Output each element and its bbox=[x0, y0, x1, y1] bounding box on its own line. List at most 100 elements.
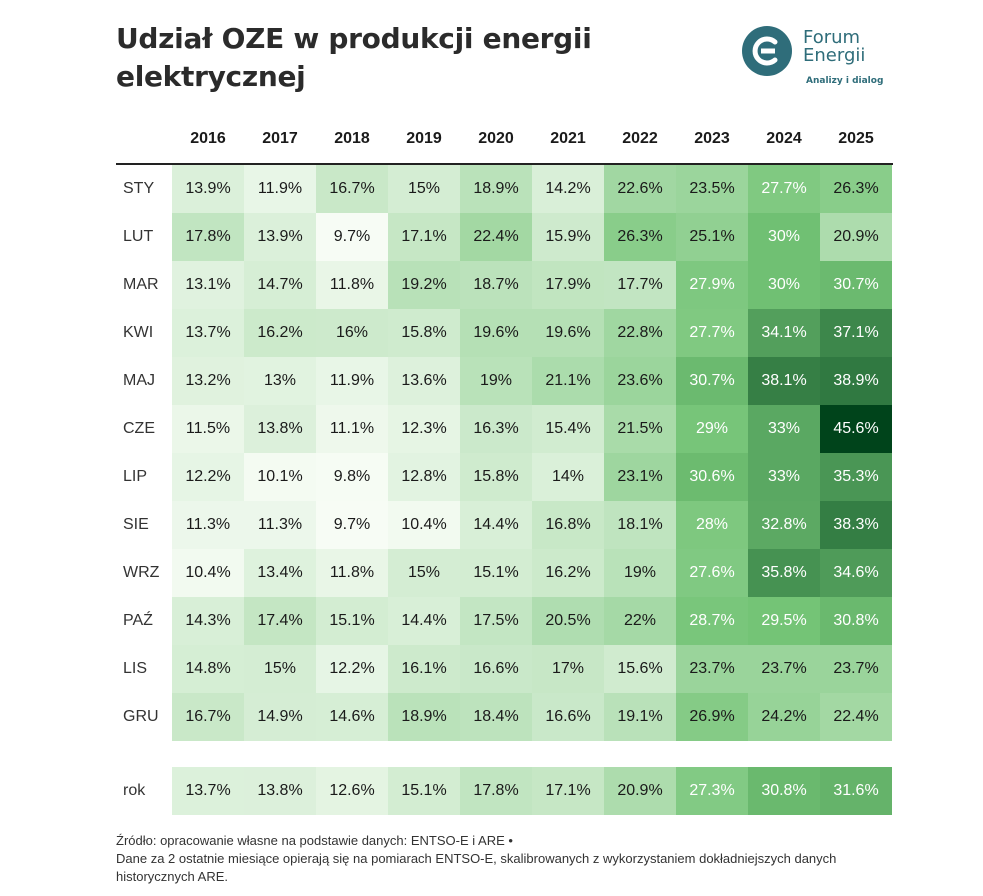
heatmap-cell: 13.4% bbox=[244, 549, 316, 597]
year-label: 2024 bbox=[766, 130, 802, 147]
heatmap-cell: 10.4% bbox=[172, 549, 244, 597]
heatmap-cell: 38.3% bbox=[820, 501, 892, 549]
heatmap-cell: 16.1% bbox=[388, 645, 460, 693]
heatmap-cell: 13.8% bbox=[244, 405, 316, 453]
heatmap-cell: 45.6% bbox=[820, 405, 892, 453]
heatmap-cell: 15.4% bbox=[532, 405, 604, 453]
heatmap-cell: 21.1% bbox=[532, 357, 604, 405]
heatmap-cell: 23.5% bbox=[676, 165, 748, 213]
heatmap-cell: 10.1% bbox=[244, 453, 316, 501]
heatmap-cell: 23.7% bbox=[748, 645, 820, 693]
month-row-label: KWI bbox=[123, 324, 154, 341]
heatmap-cell: 35.8% bbox=[748, 549, 820, 597]
month-row-label: MAR bbox=[123, 276, 159, 293]
heatmap-cell: 30.7% bbox=[676, 357, 748, 405]
logo-e-icon bbox=[752, 36, 778, 66]
heatmap-cell: 11.1% bbox=[316, 405, 388, 453]
heatmap-cell: 17.1% bbox=[388, 213, 460, 261]
source-line-2: Dane za 2 ostatnie miesiące opierają się… bbox=[116, 851, 837, 884]
heatmap-cell: 15.9% bbox=[532, 213, 604, 261]
heatmap-cell: 18.4% bbox=[460, 693, 532, 741]
heatmap-cell: 17.9% bbox=[532, 261, 604, 309]
year-label: 2023 bbox=[694, 130, 730, 147]
heatmap-cell: 20.9% bbox=[820, 213, 892, 261]
source-line-1: Źródło: opracowanie własne na podstawie … bbox=[116, 833, 513, 848]
heatmap-cell: 16.7% bbox=[172, 693, 244, 741]
chart-title: Udział OZE w produkcji energii elektrycz… bbox=[116, 22, 592, 93]
heatmap-cell: 19% bbox=[604, 549, 676, 597]
heatmap-cell: 23.7% bbox=[820, 645, 892, 693]
heatmap-cell: 34.1% bbox=[748, 309, 820, 357]
heatmap-cell: 11.5% bbox=[172, 405, 244, 453]
heatmap-cell: 20.5% bbox=[532, 597, 604, 645]
heatmap-cell: 13.9% bbox=[172, 165, 244, 213]
heatmap-cell: 31.6% bbox=[820, 767, 892, 815]
heatmap-cell: 14.9% bbox=[244, 693, 316, 741]
heatmap-cell: 11.8% bbox=[316, 261, 388, 309]
logo-name-line1: Forum bbox=[803, 27, 861, 48]
heatmap-cell: 15% bbox=[388, 549, 460, 597]
heatmap-cell: 14.6% bbox=[316, 693, 388, 741]
month-row-label: CZE bbox=[123, 420, 155, 437]
month-row-label: LIP bbox=[123, 468, 148, 485]
heatmap-cell: 13.7% bbox=[172, 767, 244, 815]
year-label: 2022 bbox=[622, 130, 658, 147]
heatmap-cell: 17% bbox=[532, 645, 604, 693]
heatmap-cell: 17.8% bbox=[172, 213, 244, 261]
heatmap-cell: 18.9% bbox=[460, 165, 532, 213]
heatmap-cell: 11.9% bbox=[316, 357, 388, 405]
heatmap-cell: 28.7% bbox=[676, 597, 748, 645]
heatmap-cell: 11.3% bbox=[172, 501, 244, 549]
heatmap-cell: 9.8% bbox=[316, 453, 388, 501]
heatmap-cell: 22.4% bbox=[460, 213, 532, 261]
year-label: 2019 bbox=[406, 130, 442, 147]
heatmap-cell: 34.6% bbox=[820, 549, 892, 597]
year-label: 2021 bbox=[550, 130, 586, 147]
heatmap-cell: 17.1% bbox=[532, 767, 604, 815]
heatmap-cell: 16% bbox=[316, 309, 388, 357]
heatmap-cell: 30.6% bbox=[676, 453, 748, 501]
heatmap-cell: 16.2% bbox=[244, 309, 316, 357]
heatmap-cell: 13.9% bbox=[244, 213, 316, 261]
heatmap-cell: 12.3% bbox=[388, 405, 460, 453]
heatmap-cell: 15.8% bbox=[460, 453, 532, 501]
heatmap-cell: 13.8% bbox=[244, 767, 316, 815]
heatmap-cell: 23.7% bbox=[676, 645, 748, 693]
heatmap-cell: 9.7% bbox=[316, 213, 388, 261]
heatmap-cell: 15.1% bbox=[316, 597, 388, 645]
heatmap-cell: 38.1% bbox=[748, 357, 820, 405]
year-label: 2016 bbox=[190, 130, 226, 147]
heatmap-cell: 38.9% bbox=[820, 357, 892, 405]
heatmap-cell: 21.5% bbox=[604, 405, 676, 453]
year-label: 2018 bbox=[334, 130, 370, 147]
heatmap-cell: 26.3% bbox=[820, 165, 892, 213]
heatmap-cell: 15.1% bbox=[388, 767, 460, 815]
logo-name-line2: Energii bbox=[803, 45, 866, 66]
heatmap-cell: 14.3% bbox=[172, 597, 244, 645]
heatmap-cell: 20.9% bbox=[604, 767, 676, 815]
heatmap-cell: 12.8% bbox=[388, 453, 460, 501]
heatmap-cell: 18.1% bbox=[604, 501, 676, 549]
heatmap-cell: 19.6% bbox=[532, 309, 604, 357]
heatmap-cell: 11.9% bbox=[244, 165, 316, 213]
heatmap-cell: 24.2% bbox=[748, 693, 820, 741]
heatmap-cell: 16.2% bbox=[532, 549, 604, 597]
heatmap-cell: 30% bbox=[748, 261, 820, 309]
heatmap-cell: 33% bbox=[748, 453, 820, 501]
heatmap-cell: 32.8% bbox=[748, 501, 820, 549]
logo-name: Forum Energii bbox=[803, 29, 865, 65]
heatmap-cell: 30.8% bbox=[820, 597, 892, 645]
heatmap-cell: 11.3% bbox=[244, 501, 316, 549]
heatmap-cell: 33% bbox=[748, 405, 820, 453]
heatmap-cell: 14.4% bbox=[388, 597, 460, 645]
heatmap-cell: 27.7% bbox=[676, 309, 748, 357]
heatmap-cell: 14.7% bbox=[244, 261, 316, 309]
heatmap-cell: 22.4% bbox=[820, 693, 892, 741]
month-row-label: MAJ bbox=[123, 372, 155, 389]
heatmap-cell: 30.7% bbox=[820, 261, 892, 309]
heatmap-cell: 12.6% bbox=[316, 767, 388, 815]
heatmap-cell: 13% bbox=[244, 357, 316, 405]
month-row-label: LIS bbox=[123, 660, 148, 677]
heatmap-cell: 22.8% bbox=[604, 309, 676, 357]
heatmap-cell: 14.4% bbox=[460, 501, 532, 549]
